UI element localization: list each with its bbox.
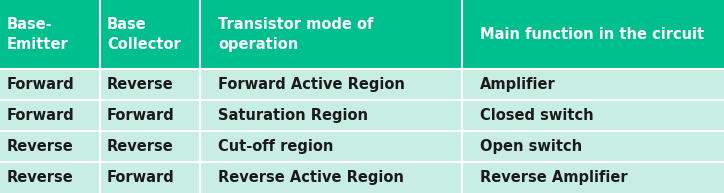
Text: Closed switch: Closed switch xyxy=(480,108,594,123)
Bar xyxy=(0,69,100,100)
Text: Amplifier: Amplifier xyxy=(480,77,556,91)
Text: Reverse: Reverse xyxy=(107,139,174,154)
Text: Base-
Emitter: Base- Emitter xyxy=(7,17,69,52)
Bar xyxy=(200,0,462,69)
Bar xyxy=(200,131,462,162)
Bar xyxy=(462,162,724,193)
Bar xyxy=(0,0,100,69)
Text: Main function in the circuit: Main function in the circuit xyxy=(480,27,704,42)
Text: Reverse Active Region: Reverse Active Region xyxy=(218,170,404,185)
Bar xyxy=(0,100,100,131)
Bar xyxy=(100,100,200,131)
Bar xyxy=(200,100,462,131)
Text: Reverse Amplifier: Reverse Amplifier xyxy=(480,170,628,185)
Text: Forward Active Region: Forward Active Region xyxy=(218,77,405,91)
Text: Reverse: Reverse xyxy=(7,139,74,154)
Bar xyxy=(100,131,200,162)
Text: Forward: Forward xyxy=(7,77,75,91)
Bar xyxy=(0,131,100,162)
Text: Forward: Forward xyxy=(107,170,174,185)
Text: Forward: Forward xyxy=(7,108,75,123)
Bar xyxy=(200,162,462,193)
Text: Base
Collector: Base Collector xyxy=(107,17,181,52)
Bar xyxy=(200,69,462,100)
Bar xyxy=(100,69,200,100)
Bar xyxy=(462,69,724,100)
Text: Saturation Region: Saturation Region xyxy=(218,108,369,123)
Bar xyxy=(0,162,100,193)
Text: Reverse: Reverse xyxy=(107,77,174,91)
Bar xyxy=(462,100,724,131)
Bar xyxy=(462,131,724,162)
Text: Open switch: Open switch xyxy=(480,139,582,154)
Text: Cut-off region: Cut-off region xyxy=(218,139,334,154)
Text: Forward: Forward xyxy=(107,108,174,123)
Bar xyxy=(100,0,200,69)
Text: Transistor mode of
operation: Transistor mode of operation xyxy=(218,17,374,52)
Bar xyxy=(462,0,724,69)
Bar xyxy=(100,162,200,193)
Text: Reverse: Reverse xyxy=(7,170,74,185)
